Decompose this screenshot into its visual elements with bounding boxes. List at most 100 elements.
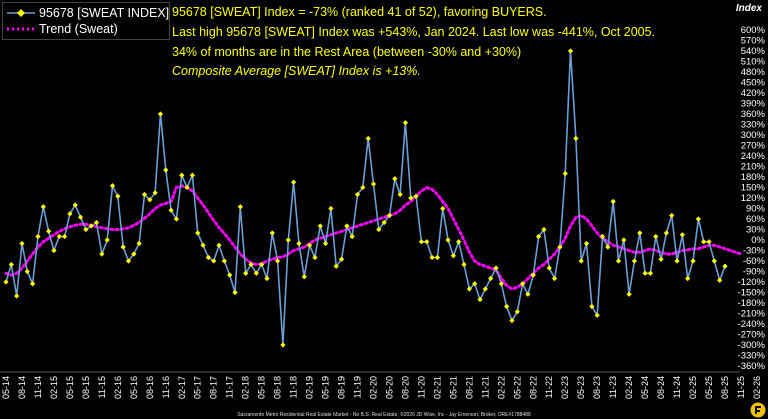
y-tick-label: 90% bbox=[746, 204, 766, 215]
data-point bbox=[24, 268, 30, 275]
x-tick-label: 05-23 bbox=[576, 376, 586, 399]
data-point bbox=[424, 239, 430, 245]
data-point bbox=[706, 239, 712, 245]
data-point bbox=[312, 254, 318, 261]
y-tick-label: 270% bbox=[741, 141, 766, 152]
data-point bbox=[589, 303, 595, 310]
data-point bbox=[264, 275, 270, 282]
data-point bbox=[397, 191, 403, 198]
data-point bbox=[578, 258, 584, 264]
x-tick-label: 08-25 bbox=[720, 376, 730, 399]
data-point bbox=[376, 226, 382, 233]
data-point bbox=[610, 198, 616, 205]
y-tick-label: -270% bbox=[738, 330, 766, 341]
data-point bbox=[109, 183, 116, 189]
data-point bbox=[621, 237, 627, 243]
x-tick-label: 11-17 bbox=[225, 376, 235, 398]
x-tick-label: 02-19 bbox=[305, 376, 315, 399]
data-point bbox=[514, 309, 520, 315]
data-point bbox=[701, 239, 707, 245]
data-point bbox=[615, 258, 622, 264]
x-tick-label: 02-24 bbox=[624, 376, 634, 399]
x-tick-label: 05-15 bbox=[65, 376, 75, 399]
data-point bbox=[418, 239, 425, 245]
y-tick-label: 0% bbox=[751, 235, 765, 246]
x-tick-label: 02-20 bbox=[368, 376, 378, 399]
data-point bbox=[674, 258, 680, 264]
y-tick-label: 120% bbox=[741, 193, 766, 204]
sweat-index-markers bbox=[3, 48, 728, 348]
y-tick-label: -300% bbox=[738, 340, 766, 351]
y-tick-label: -360% bbox=[738, 361, 766, 372]
data-point bbox=[301, 274, 307, 280]
data-point bbox=[642, 270, 648, 276]
data-point bbox=[573, 135, 579, 142]
x-tick-label: 08-24 bbox=[656, 376, 666, 399]
chart-legend: 95678 [SWEAT INDEX] Trend (Sweat) bbox=[2, 2, 170, 40]
data-point bbox=[61, 233, 68, 240]
data-point bbox=[328, 205, 334, 212]
data-point bbox=[317, 223, 323, 229]
y-tick-label: 510% bbox=[741, 57, 766, 68]
x-tick-label: 02-15 bbox=[49, 376, 59, 399]
data-point bbox=[291, 179, 297, 185]
data-point bbox=[360, 184, 366, 191]
x-tick-label: 08-15 bbox=[81, 376, 91, 399]
y-tick-label: 150% bbox=[741, 183, 766, 194]
x-tick-label: 11-16 bbox=[161, 376, 171, 398]
data-point bbox=[184, 184, 190, 191]
y-tick-label: -330% bbox=[738, 351, 766, 362]
data-point bbox=[386, 212, 393, 219]
data-point bbox=[631, 258, 638, 264]
x-tick-label: 08-20 bbox=[400, 376, 410, 399]
data-point bbox=[413, 193, 419, 199]
data-point bbox=[461, 261, 467, 268]
data-point bbox=[695, 216, 701, 222]
data-point bbox=[685, 275, 691, 282]
data-point bbox=[663, 230, 670, 236]
y-tick-label: -240% bbox=[738, 319, 766, 330]
data-point bbox=[120, 244, 126, 250]
x-tick-label: 02-18 bbox=[241, 376, 251, 399]
x-tick-label: 11-20 bbox=[416, 376, 426, 398]
data-point bbox=[440, 205, 446, 212]
x-tick-label: 05-18 bbox=[257, 376, 267, 399]
x-tick-label: 08-18 bbox=[273, 376, 283, 399]
x-tick-label: 02-26 bbox=[752, 376, 762, 399]
x-tick-label: 05-20 bbox=[384, 376, 394, 399]
data-point bbox=[173, 216, 180, 222]
data-point bbox=[690, 258, 696, 264]
data-point bbox=[125, 258, 132, 264]
x-tick-label: 05-25 bbox=[704, 376, 714, 399]
y-tick-label: 600% bbox=[741, 25, 766, 36]
x-tick-label: 08-14 bbox=[17, 376, 27, 399]
y-tick-label: 210% bbox=[741, 162, 766, 173]
data-point bbox=[541, 226, 547, 233]
data-point bbox=[450, 253, 456, 259]
x-tick-label: 02-21 bbox=[432, 376, 442, 399]
y-tick-label: 240% bbox=[741, 151, 766, 162]
data-point bbox=[221, 258, 227, 264]
y-tick-label: -60% bbox=[743, 256, 766, 267]
data-point bbox=[237, 204, 243, 210]
x-tick-label: 08-22 bbox=[528, 376, 538, 399]
data-point bbox=[722, 263, 728, 269]
data-point bbox=[8, 261, 14, 268]
data-point bbox=[344, 223, 350, 229]
data-point bbox=[493, 265, 499, 271]
data-point bbox=[365, 135, 371, 142]
data-point bbox=[205, 254, 211, 261]
x-tick-label: 11-25 bbox=[736, 376, 746, 398]
legend-trend-swatch bbox=[7, 27, 35, 31]
x-tick-label: 11-19 bbox=[353, 376, 363, 398]
data-point bbox=[115, 193, 121, 199]
data-point bbox=[551, 275, 558, 282]
x-tick-label: 02-22 bbox=[496, 376, 506, 399]
data-point bbox=[46, 228, 52, 234]
data-point bbox=[653, 233, 659, 240]
x-tick-label: 11-14 bbox=[33, 376, 43, 398]
data-point bbox=[216, 242, 222, 248]
y-tick-label: -180% bbox=[738, 298, 766, 309]
data-point bbox=[51, 247, 57, 254]
data-point bbox=[14, 293, 20, 299]
